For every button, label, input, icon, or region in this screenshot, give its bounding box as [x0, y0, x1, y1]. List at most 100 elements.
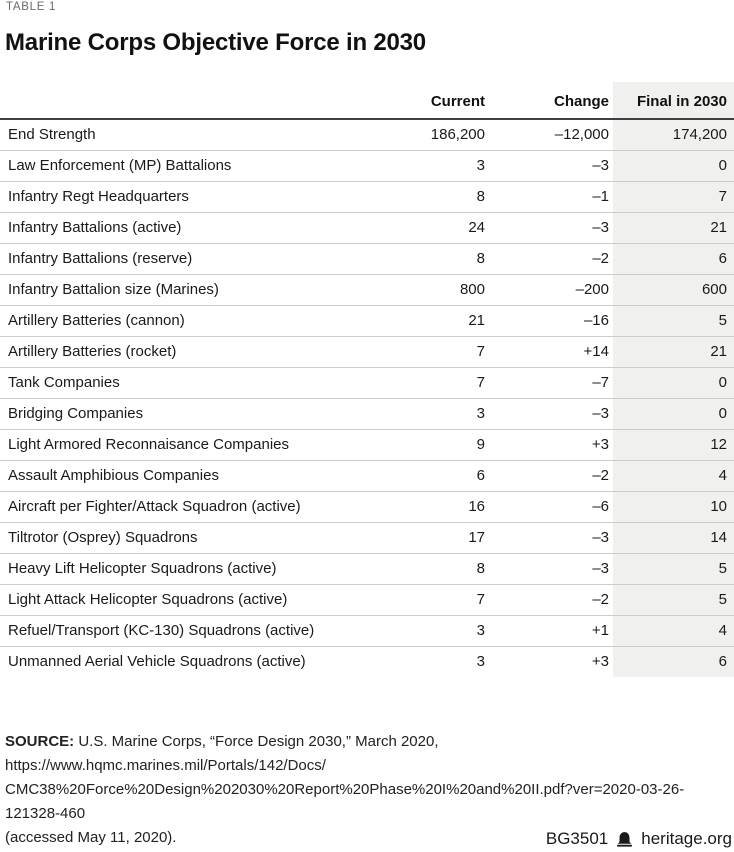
table-row: Light Attack Helicopter Squadrons (activ… — [0, 584, 734, 616]
cell-final: 12 — [613, 429, 734, 461]
cell-current: 8 — [359, 181, 489, 213]
cell-current: 7 — [359, 336, 489, 368]
cell-final: 4 — [613, 615, 734, 647]
cell-change: +3 — [489, 429, 613, 461]
cell-change: –2 — [489, 460, 613, 492]
cell-change: –2 — [489, 243, 613, 275]
column-header-change: Change — [489, 82, 613, 120]
table-row: Light Armored Reconnaisance Companies 9 … — [0, 429, 734, 461]
table-row: Bridging Companies 3 –3 0 — [0, 398, 734, 430]
table-row: Artillery Batteries (rocket) 7 +14 21 — [0, 336, 734, 368]
row-label: Light Armored Reconnaisance Companies — [0, 429, 359, 461]
cell-change: –3 — [489, 522, 613, 554]
row-label: Refuel/Transport (KC-130) Squadrons (act… — [0, 615, 359, 647]
table-row: Infantry Battalions (active) 24 –3 21 — [0, 212, 734, 244]
cell-current: 21 — [359, 305, 489, 337]
cell-change: +3 — [591, 653, 609, 671]
cell-final: 7 — [613, 181, 734, 213]
row-label: Bridging Companies — [0, 398, 359, 430]
header-row: Current Change Final in 2030 — [0, 82, 734, 120]
table-row: Tiltrotor (Osprey) Squadrons 17 –3 14 — [0, 522, 734, 554]
cell-change: –3 — [489, 398, 613, 430]
cell-change: +14 — [489, 336, 613, 368]
heritage-bell-icon — [615, 831, 634, 848]
cell-change: –3 — [489, 212, 613, 244]
cell-change: +1 — [489, 615, 613, 647]
force-structure-table: Current Change Final in 2030 End Strengt… — [0, 82, 734, 677]
report-id: BG3501 — [545, 829, 609, 848]
row-label: Law Enforcement (MP) Battalions — [0, 150, 359, 182]
column-header-empty — [0, 82, 359, 120]
source-text-line1: U.S. Marine Corps, “Force Design 2030,” … — [5, 733, 439, 774]
cell-current: 24 — [359, 212, 489, 244]
cell-final: 21 — [613, 336, 734, 368]
row-label: End Strength — [0, 119, 359, 151]
table-row: Assault Amphibious Companies 6 –2 4 — [0, 460, 734, 492]
cell-current: 3 — [359, 150, 489, 182]
cell-final: 0 — [613, 150, 734, 182]
cell-current: 800 — [359, 274, 489, 306]
table-row: Aircraft per Fighter/Attack Squadron (ac… — [0, 491, 734, 523]
row-label: Light Attack Helicopter Squadrons (activ… — [0, 584, 359, 616]
page-title: Marine Corps Objective Force in 2030 — [5, 29, 426, 56]
cell-final: 10 — [613, 491, 734, 523]
cell-current: 16 — [359, 491, 489, 523]
cell-final: 5 — [613, 553, 734, 585]
cell-current: 17 — [359, 522, 489, 554]
cell-change: –2 — [489, 584, 613, 616]
cell-final: 21 — [613, 212, 734, 244]
cell-current: 7 — [359, 367, 489, 399]
cell-final: 174,200 — [613, 119, 734, 151]
cell-final: 14 — [613, 522, 734, 554]
cell-change: –1 — [489, 181, 613, 213]
heritage-url: heritage.org — [641, 829, 732, 848]
column-header-final: Final in 2030 — [613, 82, 734, 120]
row-label: Infantry Regt Headquarters — [0, 181, 359, 213]
source-note: SOURCE: U.S. Marine Corps, “Force Design… — [5, 730, 731, 850]
table-row: Heavy Lift Helicopter Squadrons (active)… — [0, 553, 734, 585]
cell-change: –6 — [489, 491, 613, 523]
row-label: Artillery Batteries (cannon) — [0, 305, 359, 337]
cell-current: 6 — [359, 460, 489, 492]
row-label: Tank Companies — [0, 367, 359, 399]
cell-change: –3 — [489, 553, 613, 585]
row-label: Assault Amphibious Companies — [0, 460, 359, 492]
column-header-current: Current — [359, 82, 489, 120]
table-row: Law Enforcement (MP) Battalions 3 –3 0 — [0, 150, 734, 182]
source-text-line2: CMC38%20Force%20Design%202030%20Report%2… — [5, 781, 685, 822]
row-label: Heavy Lift Helicopter Squadrons (active) — [0, 553, 359, 585]
cell-change: –7 — [489, 367, 613, 399]
table-row: Infantry Battalions (reserve) 8 –2 6 — [0, 243, 734, 275]
source-label: SOURCE: — [5, 733, 75, 750]
table-row: Unmanned Aerial Vehicle Squadrons (activ… — [0, 646, 734, 677]
cell-change: –3 — [489, 150, 613, 182]
cell-final: 600 — [613, 274, 734, 306]
row-label: Unmanned Aerial Vehicle Squadrons (activ… — [8, 653, 306, 671]
cell-current: 3 — [359, 398, 489, 430]
table-row: End Strength 186,200 –12,000 174,200 — [0, 119, 734, 151]
cell-change: –16 — [489, 305, 613, 337]
row-label: Infantry Battalions (reserve) — [0, 243, 359, 275]
cell-current: 8 — [359, 553, 489, 585]
cell-final: 5 — [613, 584, 734, 616]
cell-current: 3 — [359, 615, 489, 647]
table-body: End Strength 186,200 –12,000 174,200 Law… — [0, 119, 734, 677]
table-row: Artillery Batteries (cannon) 21 –16 5 — [0, 305, 734, 337]
cell-final: 4 — [613, 460, 734, 492]
source-text-line3: (accessed May 11, 2020). — [5, 829, 177, 846]
table-row: Infantry Battalion size (Marines) 800 –2… — [0, 274, 734, 306]
cell-change: –12,000 — [489, 119, 613, 151]
cell-current: 3 — [476, 653, 485, 671]
cell-current: 7 — [359, 584, 489, 616]
cell-final: 6 — [718, 653, 727, 671]
cell-final: 5 — [613, 305, 734, 337]
cell-final: 0 — [613, 398, 734, 430]
cell-current: 9 — [359, 429, 489, 461]
table-header: Current Change Final in 2030 — [0, 82, 734, 120]
cell-final: 6 — [613, 243, 734, 275]
table-number-label: TABLE 1 — [6, 1, 57, 13]
cell-current: 8 — [359, 243, 489, 275]
row-label: Tiltrotor (Osprey) Squadrons — [0, 522, 359, 554]
cell-current: 186,200 — [359, 119, 489, 151]
row-label: Infantry Battalion size (Marines) — [0, 274, 359, 306]
